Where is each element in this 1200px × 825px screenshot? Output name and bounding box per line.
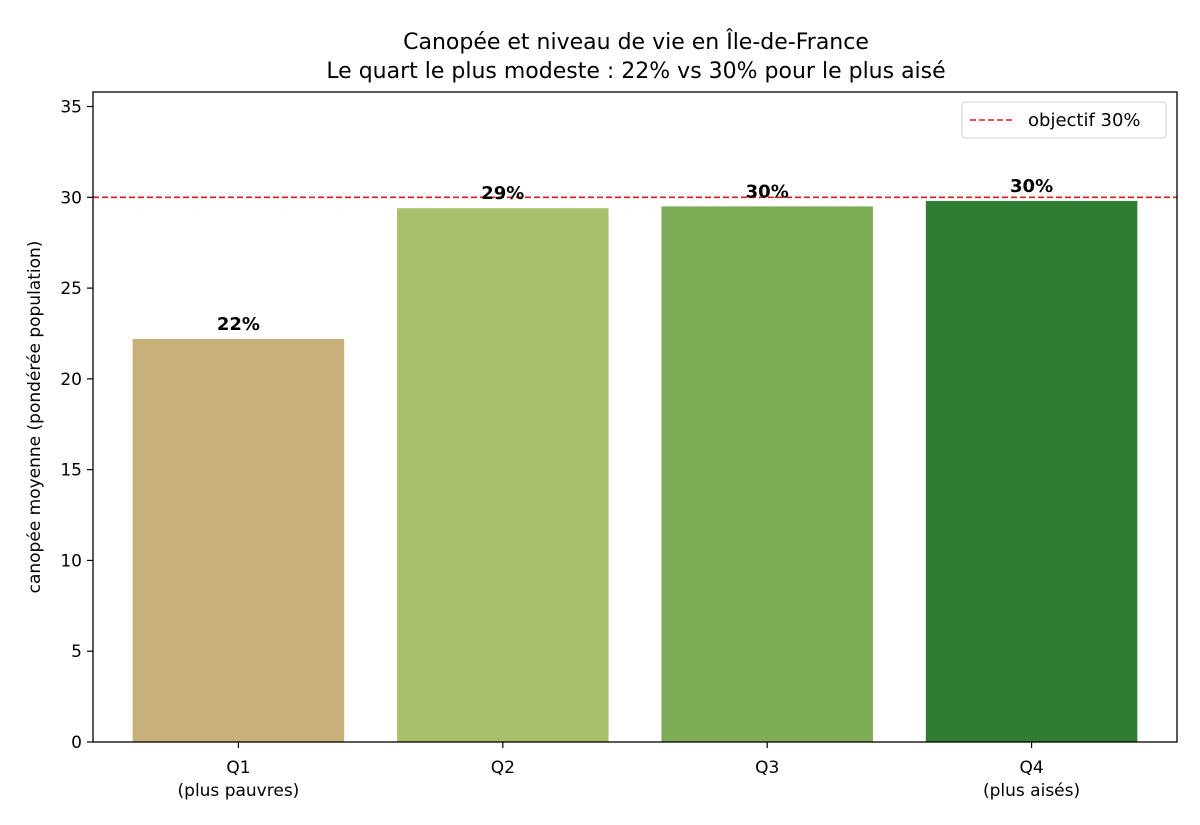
- x-tick-label: Q3: [755, 758, 779, 778]
- y-tick-label: 15: [60, 461, 82, 481]
- legend-box: [961, 101, 1167, 139]
- legend-label: objectif 30%: [1028, 110, 1141, 131]
- y-tick-label: 10: [60, 551, 82, 571]
- bar: [397, 208, 609, 742]
- bar: [925, 200, 1138, 743]
- data-label: 30%: [1010, 176, 1053, 197]
- y-tick-label: 20: [60, 370, 82, 390]
- data-label: 30%: [746, 181, 789, 202]
- data-label: 22%: [217, 314, 260, 335]
- bar: [661, 206, 873, 742]
- x-tick-label: Q1: [226, 758, 250, 778]
- chart-title: Canopée et niveau de vie en Île-de-Franc…: [403, 29, 869, 55]
- y-tick-label: 35: [60, 98, 82, 118]
- y-axis-label: canopée moyenne (pondérée population): [25, 241, 45, 594]
- x-tick-sublabel: (plus pauvres): [178, 781, 300, 801]
- plot-area: 22% 29% 30% 30% 0 5 10 15 20 25 30 35 Q1 (plus pauvre…: [60, 91, 1178, 801]
- y-tick-label: 25: [60, 279, 82, 299]
- legend: objectif 30%: [961, 101, 1167, 139]
- plot-frame: [92, 91, 1178, 743]
- y-tick-label: 5: [71, 642, 82, 662]
- bar: [132, 338, 345, 742]
- data-label: 29%: [481, 183, 524, 204]
- y-tick-label: 0: [71, 733, 82, 753]
- y-tick-label: 30: [60, 188, 82, 208]
- x-tick-sublabel: (plus aisés): [983, 781, 1080, 801]
- chart-subtitle: Le quart le plus modeste : 22% vs 30% po…: [326, 59, 945, 84]
- x-tick-label: Q2: [491, 758, 515, 778]
- x-tick-label: Q4: [1019, 758, 1043, 778]
